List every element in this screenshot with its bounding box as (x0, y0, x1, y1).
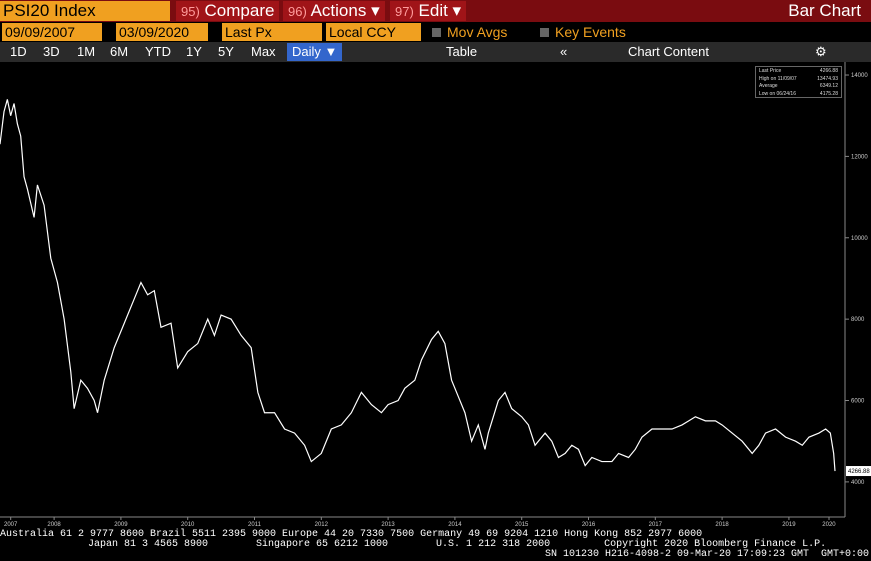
x-tick-label: 2009 (114, 522, 128, 528)
x-tick-label: 2014 (448, 522, 462, 528)
key-events-label: Key Events (555, 24, 626, 40)
x-tick-label: 2011 (248, 522, 262, 528)
y-tick-label: 6000 (851, 399, 865, 405)
menu-number: 95) (181, 4, 200, 19)
currency-select[interactable]: Local CCY (326, 23, 421, 41)
legend-label: Average (759, 83, 778, 89)
x-tick-label: 2015 (515, 522, 529, 528)
menu-button[interactable]: 96) Actions ▾ (283, 1, 385, 21)
table-button[interactable]: Table (446, 44, 478, 59)
x-tick-label: 2008 (47, 522, 61, 528)
legend-label: High on 11/09/07 (759, 75, 797, 82)
menu-button[interactable]: 95) Compare (176, 1, 280, 21)
price-line (0, 99, 836, 472)
x-tick-label: 2010 (181, 522, 195, 528)
period-button[interactable]: 1M (77, 44, 96, 59)
menu-label: Actions ▾ (310, 1, 380, 20)
legend-value: 4266.88 (819, 68, 838, 74)
x-tick-label: 2018 (715, 522, 729, 528)
legend-entry: Low on 06/24/16 4175.28 (759, 91, 838, 99)
period-button[interactable]: 1D (10, 44, 27, 59)
legend-label: Low on 06/24/16 (759, 90, 796, 97)
legend-entry: High on 11/09/07 13474.93 (759, 76, 838, 84)
menu-button[interactable]: 97) Edit ▾ (390, 1, 467, 21)
x-tick-label: 2020 (822, 522, 836, 528)
start-date[interactable]: 09/09/2007 (2, 23, 102, 41)
legend-value: 13474.93 (817, 75, 838, 82)
key-events-toggle[interactable]: Key Events (540, 23, 626, 41)
x-tick-label: 2012 (315, 522, 329, 528)
footer-line: Japan 81 3 4565 8900 Singapore 65 6212 1… (88, 539, 827, 550)
period-button[interactable]: YTD (145, 44, 171, 59)
chart-content-button[interactable]: Chart Content (628, 44, 709, 59)
view-title: Bar Chart (788, 1, 861, 20)
mov-avgs-label: Mov Avgs (447, 24, 508, 40)
y-tick-label: 8000 (851, 317, 865, 323)
legend-entry: Last Price 4266.88 (759, 68, 838, 76)
legend-value: 4175.28 (819, 90, 838, 97)
y-tick-label: 14000 (851, 73, 868, 79)
legend-entry: Average 6349.12 (759, 83, 838, 91)
x-tick-label: 2019 (782, 522, 796, 528)
y-tick-label: 10000 (851, 236, 868, 242)
mov-avgs-toggle[interactable]: Mov Avgs (432, 23, 507, 41)
collapse-button[interactable]: « (560, 44, 568, 59)
period-button[interactable]: 3D (43, 44, 60, 59)
menu-label: Edit ▾ (418, 1, 462, 20)
period-button[interactable]: Max (251, 44, 276, 59)
settings-button[interactable]: ⚙ (815, 44, 827, 59)
period-bar (0, 42, 871, 62)
y-tick-label: 12000 (851, 154, 868, 160)
chart: 4000 6000 8000 10000 12000 14000 2007 2008 2009 2… (0, 62, 871, 528)
x-tick-label: 2017 (649, 522, 663, 528)
x-tick-label: 2007 (4, 522, 18, 528)
menu-number: 97) (395, 4, 414, 19)
end-date[interactable]: 03/09/2020 (116, 23, 208, 41)
field-select[interactable]: Last Px (222, 23, 322, 41)
period-button[interactable]: 1Y (186, 44, 202, 59)
x-tick-label: 2013 (381, 522, 395, 528)
legend: Last Price 4266.88 High on 11/09/07 13474.9… (755, 66, 842, 98)
ticker-input[interactable]: PSI20 Index (0, 1, 170, 21)
period-button[interactable]: 5Y (218, 44, 234, 59)
menu-number: 96) (288, 4, 307, 19)
legend-label: Last Price (759, 68, 782, 74)
menu-label: Compare (204, 1, 275, 20)
footer-line: Australia 61 2 9777 8600 Brazil 5511 239… (0, 529, 703, 540)
y-tick-label: 4000 (851, 480, 865, 486)
frequency-select[interactable]: Daily ▼ (287, 43, 343, 61)
legend-value: 6349.12 (819, 83, 838, 89)
period-button[interactable]: 6M (110, 44, 129, 59)
footer-line: SN 101230 H216-4098-2 09-Mar-20 17:09:23… (545, 549, 870, 560)
x-tick-label: 2016 (582, 522, 596, 528)
last-price-label: 4266.88 (848, 469, 870, 475)
last-price-tag (846, 466, 871, 477)
